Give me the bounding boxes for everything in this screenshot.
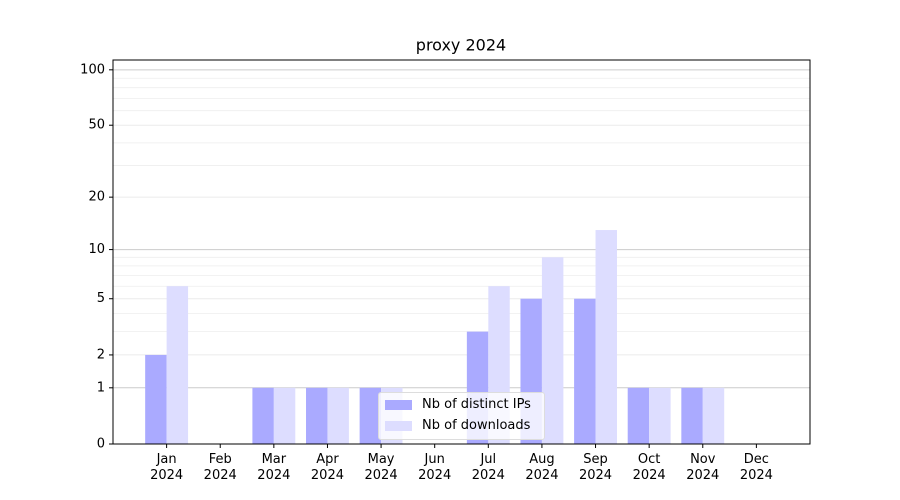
bar <box>541 257 564 444</box>
chart-title: proxy 2024 <box>416 36 506 55</box>
legend-label: Nb of distinct IPs <box>422 397 531 412</box>
bar <box>252 387 274 444</box>
bar <box>273 387 296 444</box>
bar <box>627 387 650 444</box>
x-tick-label: Feb 2024 <box>203 452 237 483</box>
legend-swatch <box>385 399 412 410</box>
y-tick-label: 5 <box>97 291 105 306</box>
x-tick-label: Apr 2024 <box>310 452 344 483</box>
x-tick-label: Jun 2024 <box>418 452 452 483</box>
y-tick-label: 1 <box>97 380 105 395</box>
bar <box>306 387 328 444</box>
legend: Nb of distinct IPs Nb of downloads <box>378 392 545 440</box>
x-tick-label: May 2024 <box>364 452 398 483</box>
bar <box>327 387 349 444</box>
y-tick-label: 10 <box>88 242 105 257</box>
x-tick-label: Jul 2024 <box>471 452 505 483</box>
y-tick-label: 50 <box>88 118 105 133</box>
bar <box>145 354 167 444</box>
x-tick-label: Mar 2024 <box>257 452 291 483</box>
legend-label: Nb of downloads <box>422 418 531 433</box>
bar <box>574 298 596 444</box>
bar <box>166 286 189 444</box>
x-tick-label: Aug 2024 <box>525 452 559 483</box>
bar <box>649 387 671 444</box>
legend-entry: Nb of distinct IPs <box>385 396 531 414</box>
bar <box>681 387 703 444</box>
legend-swatch <box>385 420 412 431</box>
y-tick-label: 20 <box>88 190 105 205</box>
bar <box>359 387 382 444</box>
y-tick-label: 0 <box>97 437 105 452</box>
legend-entry: Nb of downloads <box>385 417 530 435</box>
x-tick-label: Oct 2024 <box>632 452 666 483</box>
x-tick-label: Jan 2024 <box>150 452 184 483</box>
x-tick-label: Dec 2024 <box>739 452 773 483</box>
plot-frame <box>112 59 811 445</box>
x-tick-label: Nov 2024 <box>686 452 720 483</box>
bar <box>595 230 617 444</box>
y-tick-label: 2 <box>97 347 105 362</box>
bar <box>702 387 725 444</box>
x-tick-label: Sep 2024 <box>578 452 613 483</box>
y-tick-label: 100 <box>80 62 105 77</box>
